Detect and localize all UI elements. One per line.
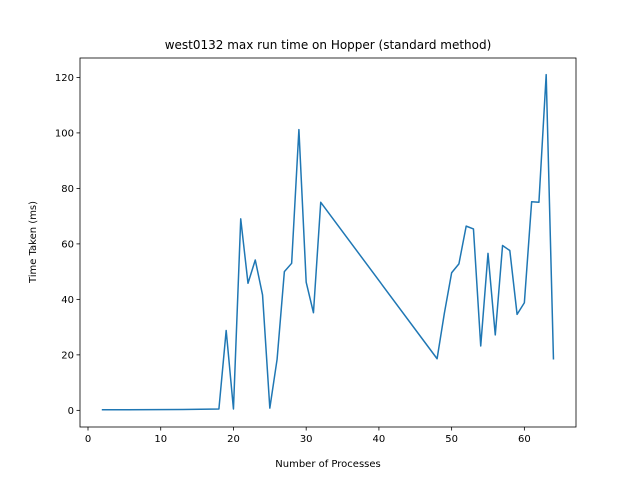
x-tick-label: 20 <box>227 434 240 445</box>
y-tick-label: 20 <box>61 350 74 361</box>
x-tick-label: 60 <box>518 434 531 445</box>
y-tick-label: 40 <box>61 295 74 306</box>
axes-frame <box>79 57 577 428</box>
y-tick-label: 100 <box>55 128 74 139</box>
plot-area: 0 10 20 30 40 50 60 0 20 40 60 80 100 120 <box>55 57 577 445</box>
y-tick-label: 60 <box>61 239 74 250</box>
y-tick-label: 120 <box>55 73 74 84</box>
x-tick-label: 0 <box>85 434 91 445</box>
series-line-0 <box>101 73 555 411</box>
x-tick-label: 10 <box>154 434 167 445</box>
x-tick-label: 30 <box>300 434 313 445</box>
x-tick-label: 50 <box>445 434 458 445</box>
chart-title: west0132 max run time on Hopper (standar… <box>165 38 492 52</box>
x-axis-label: Number of Processes <box>275 459 380 470</box>
y-axis-label: Time Taken (ms) <box>28 201 39 284</box>
y-tick-label: 80 <box>61 184 74 195</box>
y-tick-label: 0 <box>68 406 74 417</box>
x-tick-label: 40 <box>373 434 386 445</box>
